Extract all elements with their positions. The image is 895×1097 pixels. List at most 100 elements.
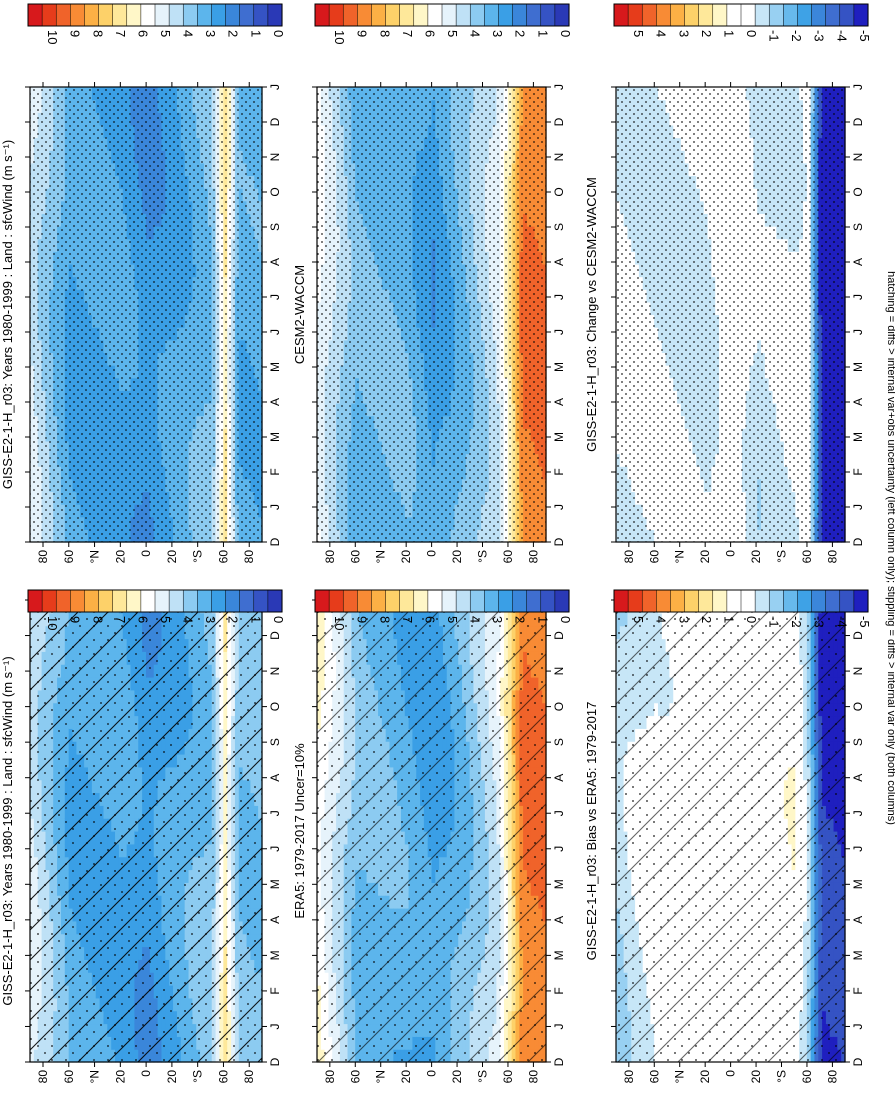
colorbar-swatch [112, 3, 128, 27]
colorbar-swatch [84, 3, 100, 27]
month-tick-label: J [268, 810, 282, 816]
colorbar-swatch [98, 3, 114, 27]
colorbar-label: 1 [248, 30, 263, 37]
colorbar-swatch [55, 589, 71, 613]
colorbar-swatch [140, 3, 156, 27]
colorbar-swatch [84, 589, 100, 613]
month-tick-label: D [268, 631, 282, 640]
colorbar-swatch [70, 3, 85, 27]
lat-tick-label: 20 [165, 550, 179, 564]
colorbar-swatch [41, 3, 57, 27]
colorbar-label: 5 [158, 30, 173, 37]
colorbar-swatch [126, 3, 142, 27]
month-tick-label: O [268, 702, 282, 711]
colorbar-label: 4 [181, 30, 196, 37]
colorbar-swatch [55, 3, 71, 27]
panel-title: GISS-E2-1-H_r03: Years 1980-1999 : Land … [0, 656, 15, 1005]
colorbar-label: 1 [248, 616, 263, 623]
colorbar-swatch [225, 3, 241, 27]
colorbar-label: 6 [135, 30, 150, 37]
colorbar-swatch [112, 589, 128, 613]
colorbar-label: 4 [181, 616, 196, 623]
colorbar-swatch [182, 3, 198, 27]
month-tick-label: J [268, 846, 282, 852]
colorbar-label: 2 [226, 30, 241, 37]
colorbar-swatch [267, 589, 283, 613]
colorbar-swatch [253, 589, 269, 613]
colorbar-swatch [126, 589, 142, 613]
lat-tick-label: 80 [36, 1070, 50, 1084]
lat-tick-label: °N [88, 550, 102, 563]
colorbar-swatch [168, 3, 184, 27]
colorbar-label: 8 [90, 30, 105, 37]
month-tick-label: J [268, 329, 282, 335]
lat-tick-label: 80 [242, 1070, 256, 1084]
lat-tick-label: °S [191, 550, 205, 563]
colorbar-swatch [239, 3, 255, 27]
month-tick-label: N [268, 667, 282, 676]
colorbar-swatch [182, 589, 198, 613]
colorbar: 10 9 8 7 6 5 4 3 2 1 0 [27, 589, 286, 630]
colorbar-label: 0 [271, 616, 286, 623]
colorbar-swatch [27, 3, 43, 27]
colorbar-label: 3 [203, 616, 218, 623]
month-tick-label: F [268, 987, 282, 994]
month-tick-label: M [268, 950, 282, 960]
month-tick-label: A [268, 398, 282, 406]
month-tick-label: D [268, 1057, 282, 1066]
panel-title: GISS-E2-1-H_r03: Years 1980-1999 : Land … [0, 140, 15, 489]
colorbar-swatch [140, 589, 156, 613]
lat-tick-label: 60 [216, 1070, 230, 1084]
lat-tick-label: °S [191, 1070, 205, 1083]
month-tick-label: O [268, 187, 282, 196]
lat-tick-label: 0 [139, 550, 153, 557]
stippling-overlay [30, 87, 262, 542]
month-tick-label: J [268, 504, 282, 510]
colorbar-label: 10 [45, 616, 60, 630]
lat-tick-label: °N [88, 1070, 102, 1083]
month-tick-label: M [268, 879, 282, 889]
lat-tick-label: 60 [62, 550, 76, 564]
colorbar-label: 8 [90, 616, 105, 623]
colorbar-label: 5 [158, 616, 173, 623]
colorbar-swatch [27, 589, 43, 613]
colorbar-swatch [154, 589, 170, 613]
lat-tick-label: 60 [216, 550, 230, 564]
lat-tick-label: 20 [113, 1070, 127, 1084]
colorbar-label: 0 [271, 30, 286, 37]
colorbar-label: 9 [68, 616, 83, 623]
colorbar-swatch [211, 589, 227, 613]
month-tick-label: F [268, 468, 282, 475]
colorbar-swatch [168, 589, 184, 613]
colorbar-label: 9 [68, 30, 83, 37]
month-tick-label: M [268, 432, 282, 442]
colorbar-swatch [41, 589, 57, 613]
colorbar-swatch [154, 3, 170, 27]
colorbar-swatch [70, 589, 85, 613]
lat-tick-label: 0 [139, 1070, 153, 1077]
colorbar-label: 6 [135, 616, 150, 623]
lat-tick-label: 80 [36, 550, 50, 564]
colorbar-swatch [239, 589, 255, 613]
lat-tick-label: 80 [242, 550, 256, 564]
month-tick-label: S [268, 738, 282, 746]
panel-p1: 8060°N20020°S6080DJFMAMJJASONDJGISS-E2-1… [0, 595, 282, 1083]
colorbar-label: 7 [113, 616, 128, 623]
colorbar-label: 3 [203, 30, 218, 37]
month-tick-label: A [268, 258, 282, 266]
colorbar-swatch [197, 3, 212, 27]
month-tick-label: J [268, 1023, 282, 1029]
lat-tick-label: 20 [165, 1070, 179, 1084]
colorbar-swatch [98, 589, 114, 613]
colorbar-label: 7 [113, 30, 128, 37]
footnote-text: hatching = diffs > internal var+obs unce… [885, 271, 895, 825]
month-tick-label: S [268, 223, 282, 231]
month-tick-label: A [268, 774, 282, 782]
month-tick-label: D [268, 537, 282, 546]
month-tick-label: D [268, 117, 282, 126]
colorbar-swatch [267, 3, 283, 27]
colorbar-swatch [225, 589, 241, 613]
colorbar-swatch [211, 3, 227, 27]
